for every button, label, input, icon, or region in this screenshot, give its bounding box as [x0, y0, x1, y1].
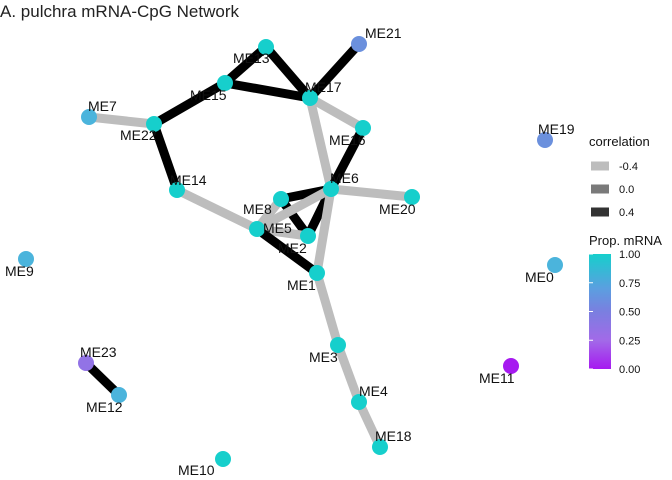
node-me12 — [111, 387, 127, 403]
edge-me16-me6 — [327, 125, 367, 192]
prop-mrna-tick-4: 0.00 — [619, 364, 640, 376]
node-me6 — [323, 181, 339, 197]
node-label-me16: ME16 — [329, 132, 366, 148]
prop-mrna-tick-2: 0.50 — [619, 307, 640, 319]
node-me20 — [404, 189, 420, 205]
node-label-me2: ME2 — [278, 240, 307, 256]
node-label-me17: ME17 — [305, 79, 342, 95]
correlation-legend-label-2: 0.4 — [619, 207, 634, 219]
node-label-me23: ME23 — [80, 344, 117, 360]
edges-layer — [82, 40, 413, 449]
edge-me6-me5 — [254, 185, 334, 233]
node-label-me14: ME14 — [170, 172, 207, 188]
node-label-me3: ME3 — [309, 349, 338, 365]
node-me5 — [249, 221, 265, 237]
node-label-me11: ME11 — [479, 370, 515, 386]
node-label-me12: ME12 — [86, 399, 123, 415]
edge-me17-me6 — [305, 96, 336, 191]
chart-title: A. pulchra mRNA-CpG Network — [0, 2, 240, 21]
node-label-me20: ME20 — [379, 201, 416, 217]
node-me14 — [169, 182, 185, 198]
node-label-me10: ME10 — [178, 462, 215, 478]
edge-me13-me15 — [222, 43, 269, 87]
nodes-layer — [18, 36, 563, 467]
node-label-me4: ME4 — [359, 383, 388, 399]
prop-mrna-tick-0: 1.00 — [619, 249, 640, 261]
node-me3 — [330, 337, 346, 353]
node-me23 — [78, 355, 94, 371]
node-label-me22: ME22 — [120, 127, 157, 143]
edge-me17-me16 — [307, 94, 366, 132]
edge-me22-me14 — [149, 122, 182, 192]
node-me2 — [300, 228, 316, 244]
edge-me1-me3 — [312, 271, 343, 347]
node-me4 — [351, 394, 367, 410]
prop-mrna-colorbar — [589, 254, 611, 369]
prop-mrna-tick-1: 0.75 — [619, 278, 640, 290]
node-label-me1: ME1 — [287, 277, 316, 293]
node-me9 — [18, 251, 34, 267]
node-label-me13: ME13 — [233, 50, 270, 66]
edge-me14-me5 — [175, 185, 259, 234]
node-label-me15: ME15 — [190, 87, 227, 103]
node-label-me5: ME5 — [263, 220, 292, 236]
node-label-me18: ME18 — [375, 428, 412, 444]
legend: correlation -0.4 0.0 0.4 Prop. mRNA 1.00 0.… — [589, 134, 662, 376]
edge-me6-me20 — [330, 184, 413, 202]
edge-me6-me1 — [312, 188, 336, 274]
edge-me15-me22 — [151, 79, 228, 128]
edge-me21-me17 — [306, 40, 363, 102]
edge-me13-me17 — [262, 44, 314, 101]
node-label-me8: ME8 — [243, 201, 272, 217]
node-me7 — [81, 109, 97, 125]
node-label-me21: ME21 — [365, 25, 402, 41]
prop-mrna-tick-3: 0.25 — [619, 335, 640, 347]
correlation-legend-title: correlation — [589, 134, 650, 149]
edge-me3-me4 — [333, 343, 364, 404]
node-me8 — [273, 191, 289, 207]
node-label-me7: ME7 — [88, 98, 117, 114]
edge-me15-me17 — [224, 78, 311, 103]
node-me21 — [351, 36, 367, 52]
node-label-me6: ME6 — [330, 170, 359, 186]
node-me10 — [215, 451, 231, 467]
node-me18 — [372, 439, 388, 455]
node-label-me9: ME9 — [5, 263, 34, 279]
correlation-legend-label-0: -0.4 — [619, 161, 638, 173]
node-me15 — [217, 75, 233, 91]
node-label-me19: ME19 — [538, 121, 575, 137]
node-me19 — [537, 132, 553, 148]
edge-me4-me18 — [354, 400, 385, 449]
node-me0 — [547, 257, 563, 273]
prop-mrna-legend-title: Prop. mRNA — [589, 233, 662, 248]
edge-me7-me22 — [88, 112, 155, 129]
node-me16 — [355, 120, 371, 136]
node-me11 — [503, 358, 519, 374]
node-label-me0: ME0 — [525, 269, 554, 285]
edge-me5-me1 — [254, 225, 320, 277]
node-me17 — [302, 90, 318, 106]
node-me22 — [146, 116, 162, 132]
node-me1 — [309, 265, 325, 281]
correlation-legend-label-1: 0.0 — [619, 184, 634, 196]
node-me13 — [258, 39, 274, 55]
